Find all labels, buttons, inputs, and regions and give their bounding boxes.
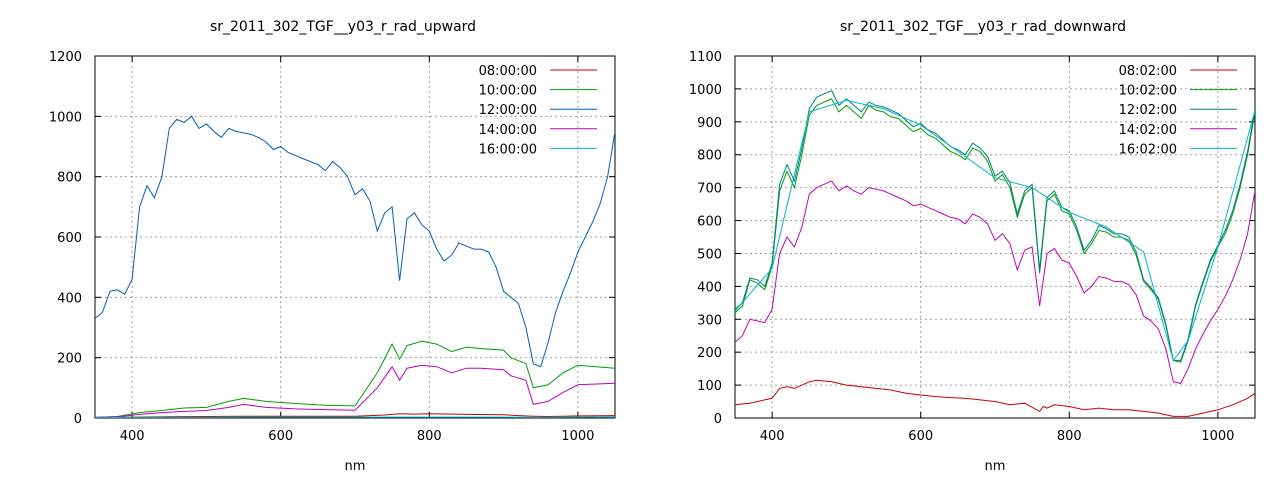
x-tick-label: 1000 bbox=[1201, 429, 1234, 444]
chart-title: sr_2011_302_TGF__y03_r_rad_downward bbox=[840, 19, 1126, 35]
legend-label: 14:00:00 bbox=[479, 123, 537, 138]
y-tick-label: 200 bbox=[57, 352, 82, 367]
y-tick-label: 1000 bbox=[689, 83, 722, 98]
x-tick-label: 400 bbox=[120, 429, 145, 444]
legend-label: 08:02:00 bbox=[1119, 64, 1177, 79]
legend-label: 08:00:00 bbox=[479, 64, 537, 79]
legend-label: 10:02:00 bbox=[1119, 84, 1177, 99]
y-tick-label: 900 bbox=[697, 116, 722, 131]
legend-label: 10:00:00 bbox=[479, 84, 537, 99]
y-tick-label: 600 bbox=[697, 215, 722, 230]
x-tick-label: 400 bbox=[760, 429, 785, 444]
legend-label: 16:02:00 bbox=[1119, 142, 1177, 157]
chart-downward: sr_2011_302_TGF__y03_r_rad_downward 0 100 2… bbox=[689, 19, 1256, 474]
series-line-100000 bbox=[95, 340, 615, 418]
x-tick-label: 600 bbox=[908, 429, 933, 444]
x-tick-label: 1000 bbox=[561, 429, 594, 444]
series-line-140200 bbox=[735, 180, 1255, 384]
x-tick-label: 800 bbox=[1057, 429, 1082, 444]
series-line-120200 bbox=[735, 89, 1255, 361]
series-line-160000 bbox=[95, 416, 615, 418]
legend-label: 14:02:00 bbox=[1119, 123, 1177, 138]
x-axis-label: nm bbox=[985, 459, 1006, 474]
legend-label: 12:02:00 bbox=[1119, 103, 1177, 118]
y-tick-label: 1200 bbox=[49, 50, 82, 65]
legend-label: 16:00:00 bbox=[479, 142, 537, 157]
x-tick-label: 800 bbox=[417, 429, 442, 444]
y-tick-label: 700 bbox=[697, 182, 722, 197]
y-tick-label: 800 bbox=[697, 149, 722, 164]
y-tick-label: 0 bbox=[74, 412, 82, 427]
y-tick-label: 1000 bbox=[49, 110, 82, 125]
y-tick-label: 100 bbox=[697, 379, 722, 394]
series-line-080000 bbox=[95, 413, 615, 418]
series-line-160200 bbox=[735, 99, 1255, 362]
series-line-080200 bbox=[735, 379, 1255, 417]
plot-frame bbox=[734, 55, 1256, 419]
y-tick-label: 600 bbox=[57, 231, 82, 246]
chart-upward: sr_2011_302_TGF__y03_r_rad_upward 0 200 400… bbox=[49, 19, 616, 474]
y-tick-label: 400 bbox=[57, 291, 82, 306]
x-tick-label: 600 bbox=[268, 429, 293, 444]
y-tick-label: 400 bbox=[697, 280, 722, 295]
series-line-100200 bbox=[735, 98, 1255, 363]
series-line-120000 bbox=[95, 115, 615, 368]
chart-title: sr_2011_302_TGF__y03_r_rad_upward bbox=[210, 19, 476, 35]
series-line-140000 bbox=[95, 364, 615, 418]
x-axis-label: nm bbox=[345, 459, 366, 474]
y-tick-label: 500 bbox=[697, 247, 722, 262]
y-tick-label: 1100 bbox=[689, 50, 722, 65]
y-tick-label: 0 bbox=[714, 412, 722, 427]
y-tick-label: 200 bbox=[697, 346, 722, 361]
legend-label: 12:00:00 bbox=[479, 103, 537, 118]
y-tick-label: 800 bbox=[57, 171, 82, 186]
y-tick-label: 300 bbox=[697, 313, 722, 328]
